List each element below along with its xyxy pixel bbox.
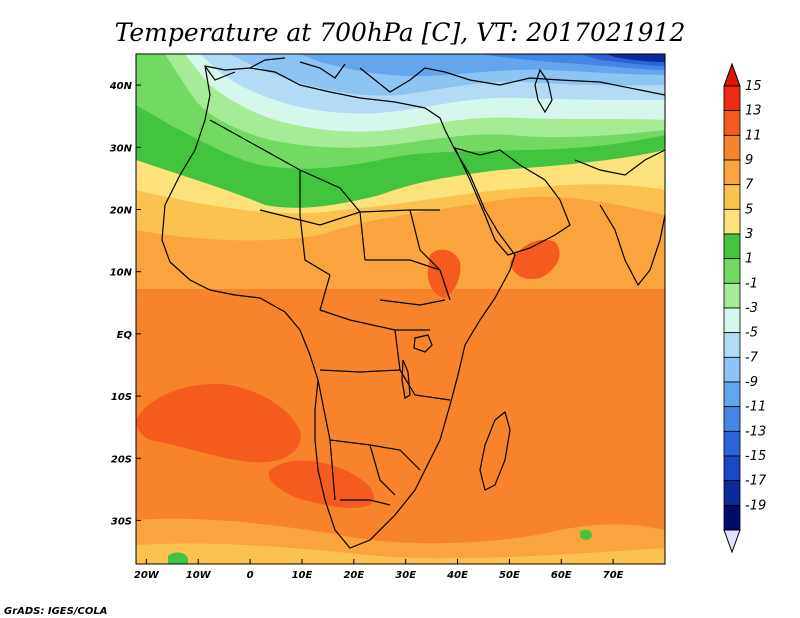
colorbar-label: -7 — [745, 350, 759, 365]
colorbar-top-arrow — [723, 62, 741, 87]
colorbar-label: 1 — [745, 252, 753, 267]
colorbar-swatch — [723, 332, 741, 358]
colorbar: 15 13 11 9 7 5 3 1 -1 -3 -5 -7 -9 -11 -13 -15 -17 -19 — [723, 62, 767, 554]
colorbar-label: -13 — [745, 424, 766, 439]
green-patch-southwest — [168, 552, 188, 564]
colorbar-swatch — [723, 134, 741, 161]
lat-tick-label: 40N — [109, 81, 133, 92]
warm-anomaly-east — [510, 239, 560, 280]
lat-tick-label: EQ — [117, 330, 133, 341]
colorbar-label: -3 — [745, 301, 758, 316]
colorbar-swatch — [723, 208, 741, 235]
lon-tick-label: 20W — [134, 570, 160, 581]
map-frame — [135, 53, 666, 565]
lon-tick-label: 20E — [343, 570, 364, 581]
border-lines — [209, 119, 451, 506]
colorbar-label: 7 — [745, 178, 754, 193]
colorbar-swatch — [723, 85, 741, 112]
colorbar-label: 15 — [745, 79, 762, 94]
colorbar-swatch — [723, 282, 741, 309]
colorbar-label: -17 — [745, 474, 767, 489]
coastlines-and-borders — [161, 57, 665, 549]
colorbar-bottom-arrow — [723, 529, 741, 554]
colorbar-label: -19 — [745, 498, 766, 513]
lon-tick-label: 70E — [603, 570, 624, 581]
lat-tick-label: 20N — [110, 205, 133, 216]
madagascar — [479, 410, 511, 491]
lat-tick-label: 10S — [111, 392, 132, 403]
cool-south-band — [136, 543, 665, 564]
colorbar-label: 9 — [745, 153, 753, 168]
warm-anomaly-ethiopia — [427, 249, 461, 298]
lon-tick-label: 30E — [395, 570, 416, 581]
colorbar-label: 13 — [745, 104, 762, 119]
lon-tick-label: 60E — [551, 570, 572, 581]
colorbar-label: -9 — [745, 375, 758, 390]
colorbar-swatch — [723, 258, 741, 284]
india-coastline — [574, 149, 665, 287]
lon-tick-label: 0 — [247, 570, 254, 581]
arabian-peninsula — [453, 147, 571, 256]
africa-coastline — [161, 65, 516, 549]
lake-victoria — [413, 334, 433, 353]
colorbar-label: -5 — [745, 326, 758, 341]
colorbar-label: -1 — [745, 276, 758, 291]
colorbar-label: -15 — [745, 449, 766, 464]
lat-tick-label: 30N — [110, 143, 133, 154]
mediterranean-north — [204, 57, 665, 96]
colorbar-swatch — [723, 233, 741, 260]
colorbar-label: 11 — [745, 128, 762, 143]
colorbar-swatch — [723, 159, 741, 186]
colorbar-swatch — [723, 504, 741, 531]
caspian-sea — [534, 68, 553, 114]
longitude-axis: 20W 10W 0 10E 20E 30E 40E 50E 60E 70E — [134, 559, 624, 581]
colorbar-swatch — [723, 430, 741, 457]
lat-tick-label: 20S — [111, 454, 132, 465]
colorbar-swatch — [723, 480, 741, 506]
lat-tick-label: 10N — [110, 268, 133, 279]
colorbar-swatch — [723, 455, 741, 482]
lon-tick-label: 10E — [292, 570, 313, 581]
colorbar-swatch — [723, 307, 741, 334]
lat-tick-label: 30S — [111, 516, 132, 527]
colorbar-swatch — [723, 381, 741, 408]
credit-text: GrADS: IGES/COLA — [4, 606, 107, 617]
map-title: Temperature at 700hPa [C], VT: 201702191… — [115, 18, 686, 47]
lake-tanganyika — [401, 359, 411, 399]
green-patch-southeast — [580, 529, 592, 540]
colorbar-label: 5 — [745, 202, 753, 217]
lon-tick-label: 10W — [186, 570, 212, 581]
colorbar-swatch — [723, 110, 741, 136]
warm-anomaly-southwest — [136, 384, 301, 463]
colorbar-label: 3 — [745, 227, 753, 242]
latitude-axis: 40N 30N 20N 10N EQ 10S 20S 30S — [109, 81, 141, 527]
temperature-field — [136, 54, 665, 564]
band-minus17 — [605, 54, 665, 62]
lon-tick-label: 40E — [446, 570, 468, 581]
lon-tick-label: 50E — [499, 570, 520, 581]
colorbar-swatch — [723, 356, 741, 383]
colorbar-swatch — [723, 184, 741, 210]
colorbar-label: -11 — [745, 400, 766, 415]
colorbar-swatch — [723, 406, 741, 432]
